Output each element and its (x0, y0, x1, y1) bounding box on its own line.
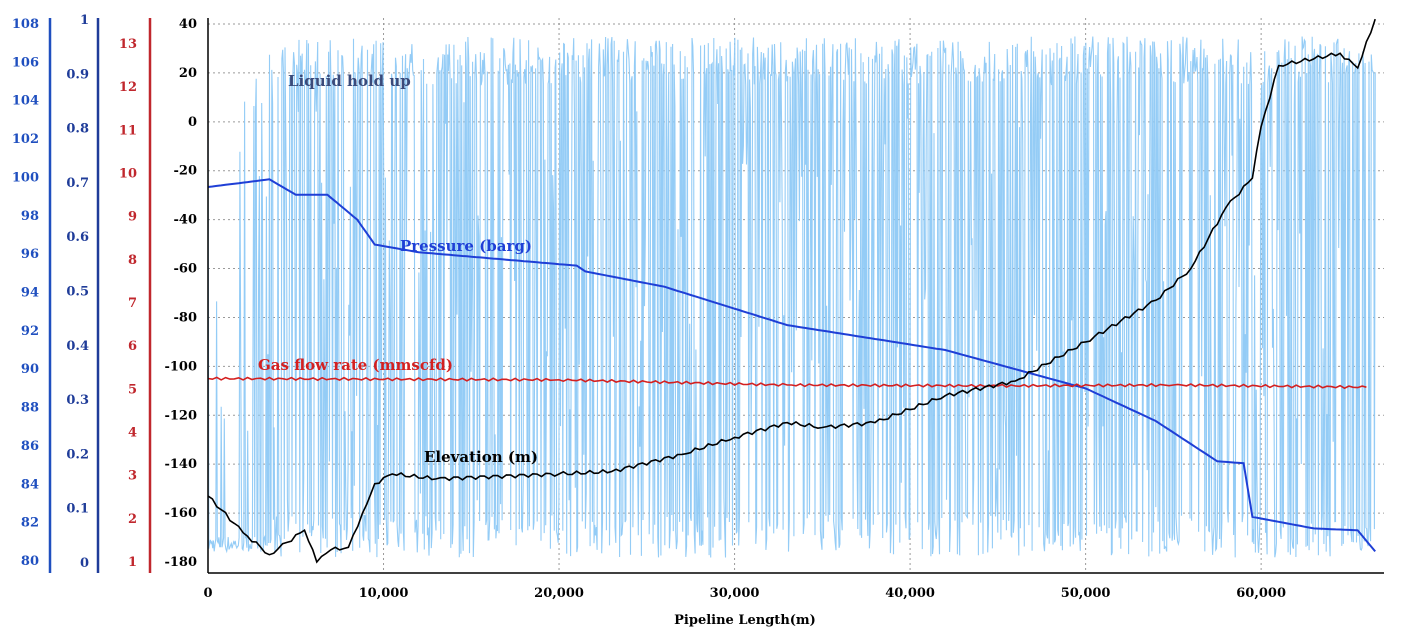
tick-label-holdup: 0.8 (66, 122, 89, 137)
tick-label-gasflow: 13 (119, 37, 137, 52)
x-tick-label: 40,000 (885, 586, 935, 601)
tick-label-pressure: 92 (21, 324, 39, 339)
series-label-elevation: Elevation (m) (424, 448, 538, 466)
tick-label-elevation: -180 (164, 555, 197, 570)
tick-label-elevation: 20 (179, 66, 197, 81)
series-label-pressure: Pressure (barg) (400, 237, 532, 255)
tick-label-holdup: 0.6 (66, 230, 89, 245)
tick-label-elevation: -40 (174, 213, 198, 228)
x-axis-title: Pipeline Length(m) (674, 613, 816, 628)
line-gasflow (207, 376, 1367, 390)
tick-label-pressure: 86 (21, 439, 39, 454)
tick-label-gasflow: 4 (128, 426, 137, 441)
tick-label-gasflow: 2 (128, 512, 137, 527)
y-axes: 8082848688909294969810010210410610800.10… (12, 13, 197, 573)
tick-label-gasflow: 11 (119, 123, 137, 138)
tick-label-holdup: 0.4 (66, 339, 89, 354)
tick-label-gasflow: 7 (128, 296, 137, 311)
x-tick-label: 0 (203, 586, 212, 601)
tick-label-gasflow: 1 (128, 555, 137, 570)
tick-label-holdup: 0.5 (66, 285, 89, 300)
tick-label-pressure: 98 (21, 209, 39, 224)
tick-label-elevation: 40 (179, 17, 197, 32)
tick-label-pressure: 104 (12, 94, 39, 109)
tick-label-pressure: 108 (12, 17, 39, 32)
plot-frame (207, 18, 1384, 574)
series-label-holdup: Liquid hold up (288, 72, 411, 90)
series-labels: Liquid hold up Pressure (barg) Gas flow ra… (258, 72, 538, 466)
tick-label-elevation: -100 (164, 359, 197, 374)
tick-label-pressure: 84 (21, 477, 39, 492)
tick-label-pressure: 80 (21, 554, 39, 569)
tick-label-elevation: -120 (164, 408, 197, 423)
tick-label-gasflow: 3 (128, 469, 137, 484)
tick-label-pressure: 94 (21, 286, 39, 301)
tick-label-holdup: 0.3 (66, 393, 89, 408)
x-axis: 0 10,000 20,000 30,000 40,000 50,000 60,000 Pip… (203, 586, 1286, 628)
tick-label-holdup: 0.7 (66, 176, 89, 191)
tick-label-holdup: 0.2 (66, 447, 89, 462)
tick-label-elevation: -140 (164, 457, 197, 472)
tick-label-elevation: -80 (174, 310, 198, 325)
tick-label-gasflow: 9 (128, 210, 137, 225)
tick-label-holdup: 1 (80, 13, 89, 28)
tick-label-gasflow: 10 (119, 167, 137, 182)
tick-label-pressure: 106 (12, 55, 39, 70)
line-pressure (207, 178, 1376, 553)
tick-label-pressure: 90 (21, 362, 39, 377)
tick-label-holdup: 0.9 (66, 67, 89, 82)
tick-label-gasflow: 6 (128, 339, 137, 354)
tick-label-pressure: 82 (21, 516, 39, 531)
line-elevation (207, 18, 1376, 564)
x-tick-label: 50,000 (1061, 586, 1111, 601)
x-tick-label: 30,000 (710, 586, 760, 601)
series-label-gasflow: Gas flow rate (mmscfd) (258, 356, 453, 374)
series-lines (207, 18, 1376, 564)
tick-label-elevation: 0 (188, 115, 197, 130)
tick-label-gasflow: 12 (119, 80, 137, 95)
tick-label-gasflow: 5 (128, 382, 137, 397)
tick-label-elevation: -160 (164, 506, 197, 521)
tick-label-pressure: 102 (12, 132, 39, 147)
tick-label-holdup: 0.1 (66, 502, 89, 517)
tick-label-elevation: -20 (174, 164, 198, 179)
tick-label-holdup: 0 (80, 556, 89, 571)
tick-label-pressure: 88 (21, 401, 39, 416)
line-liquid-hold-up (207, 36, 1376, 558)
tick-label-gasflow: 8 (128, 253, 137, 268)
x-tick-label: 10,000 (359, 586, 409, 601)
x-tick-label: 20,000 (534, 586, 584, 601)
tick-label-pressure: 96 (21, 247, 39, 262)
tick-label-elevation: -60 (174, 262, 198, 277)
x-tick-label: 60,000 (1236, 586, 1286, 601)
series-liquid-hold-up (207, 36, 1376, 558)
tick-label-pressure: 100 (12, 170, 39, 185)
